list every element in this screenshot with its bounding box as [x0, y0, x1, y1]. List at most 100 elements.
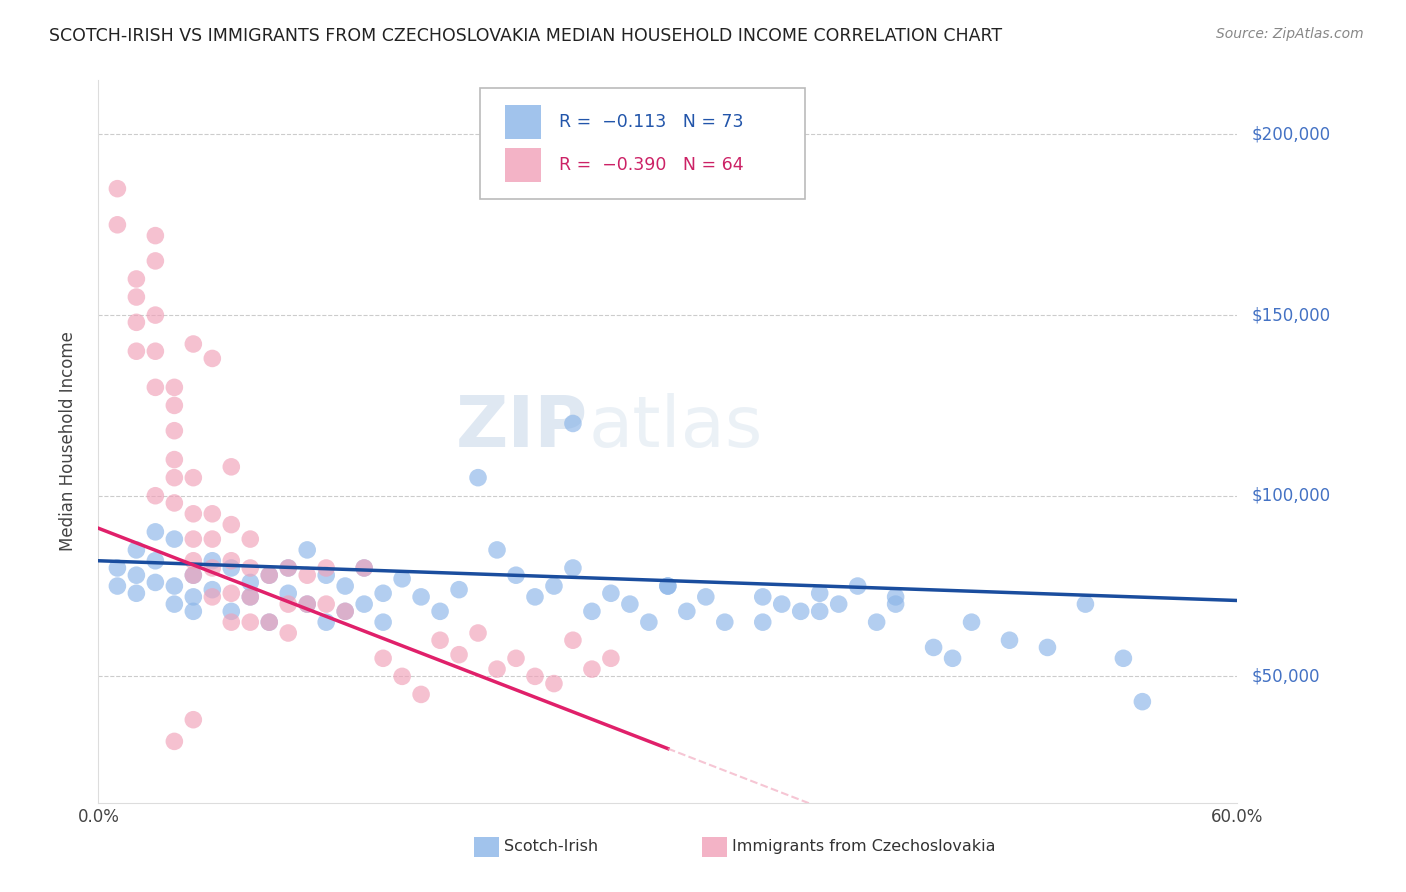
- Point: [467, 470, 489, 484]
- Point: [163, 424, 186, 438]
- Point: [486, 542, 509, 557]
- Point: [107, 561, 129, 575]
- Point: [163, 496, 186, 510]
- Point: [277, 597, 299, 611]
- Point: [125, 344, 148, 359]
- Point: [201, 582, 224, 597]
- Point: [107, 579, 129, 593]
- Point: [335, 604, 357, 618]
- Point: [145, 489, 167, 503]
- Point: [524, 669, 547, 683]
- Y-axis label: Median Household Income: Median Household Income: [59, 332, 77, 551]
- Point: [183, 507, 205, 521]
- Point: [221, 554, 243, 568]
- Text: Source: ZipAtlas.com: Source: ZipAtlas.com: [1216, 27, 1364, 41]
- Point: [960, 615, 983, 630]
- FancyBboxPatch shape: [479, 87, 804, 200]
- Point: [846, 579, 869, 593]
- Point: [259, 568, 281, 582]
- Point: [638, 615, 661, 630]
- Point: [619, 597, 641, 611]
- Point: [163, 452, 186, 467]
- Bar: [702, 837, 727, 857]
- Point: [1074, 597, 1097, 611]
- Point: [790, 604, 813, 618]
- Point: [371, 651, 394, 665]
- Point: [657, 579, 679, 593]
- Text: SCOTCH-IRISH VS IMMIGRANTS FROM CZECHOSLOVAKIA MEDIAN HOUSEHOLD INCOME CORRELATI: SCOTCH-IRISH VS IMMIGRANTS FROM CZECHOSL…: [49, 27, 1002, 45]
- Text: $100,000: $100,000: [1251, 487, 1330, 505]
- Text: Scotch-Irish: Scotch-Irish: [503, 839, 598, 855]
- Point: [353, 561, 375, 575]
- Point: [429, 604, 451, 618]
- Point: [163, 470, 186, 484]
- Point: [315, 568, 337, 582]
- Point: [201, 351, 224, 366]
- Point: [467, 626, 489, 640]
- Point: [543, 676, 565, 690]
- Point: [297, 542, 319, 557]
- Point: [239, 590, 262, 604]
- Point: [808, 604, 831, 618]
- Point: [297, 568, 319, 582]
- Point: [828, 597, 851, 611]
- Point: [183, 590, 205, 604]
- Point: [239, 590, 262, 604]
- Point: [221, 604, 243, 618]
- Point: [145, 575, 167, 590]
- Point: [201, 561, 224, 575]
- Point: [277, 561, 299, 575]
- Point: [335, 579, 357, 593]
- Point: [315, 597, 337, 611]
- Point: [315, 615, 337, 630]
- Point: [145, 524, 167, 539]
- Point: [183, 713, 205, 727]
- Bar: [505, 147, 541, 182]
- Point: [163, 380, 186, 394]
- Point: [125, 272, 148, 286]
- Point: [107, 218, 129, 232]
- Point: [562, 417, 585, 431]
- Point: [429, 633, 451, 648]
- Point: [600, 651, 623, 665]
- Point: [259, 568, 281, 582]
- Point: [183, 568, 205, 582]
- Point: [866, 615, 889, 630]
- Point: [1112, 651, 1135, 665]
- Point: [770, 597, 793, 611]
- Point: [183, 604, 205, 618]
- Point: [277, 586, 299, 600]
- Point: [297, 597, 319, 611]
- Point: [391, 669, 413, 683]
- Point: [183, 337, 205, 351]
- Bar: [505, 104, 541, 139]
- Point: [163, 734, 186, 748]
- Point: [163, 579, 186, 593]
- Point: [714, 615, 737, 630]
- Point: [201, 532, 224, 546]
- Point: [657, 579, 679, 593]
- Point: [449, 648, 471, 662]
- Point: [922, 640, 945, 655]
- Point: [183, 554, 205, 568]
- Point: [884, 597, 907, 611]
- Text: ZIP: ZIP: [456, 392, 588, 461]
- Point: [221, 561, 243, 575]
- Point: [581, 604, 603, 618]
- Text: Immigrants from Czechoslovakia: Immigrants from Czechoslovakia: [731, 839, 995, 855]
- Point: [201, 590, 224, 604]
- Point: [505, 568, 527, 582]
- Point: [581, 662, 603, 676]
- Text: $50,000: $50,000: [1251, 667, 1320, 685]
- Point: [145, 253, 167, 268]
- Point: [163, 597, 186, 611]
- Point: [353, 597, 375, 611]
- Point: [163, 398, 186, 412]
- Point: [335, 604, 357, 618]
- Point: [145, 380, 167, 394]
- Point: [808, 586, 831, 600]
- Point: [239, 575, 262, 590]
- Point: [183, 568, 205, 582]
- Point: [277, 561, 299, 575]
- Point: [297, 597, 319, 611]
